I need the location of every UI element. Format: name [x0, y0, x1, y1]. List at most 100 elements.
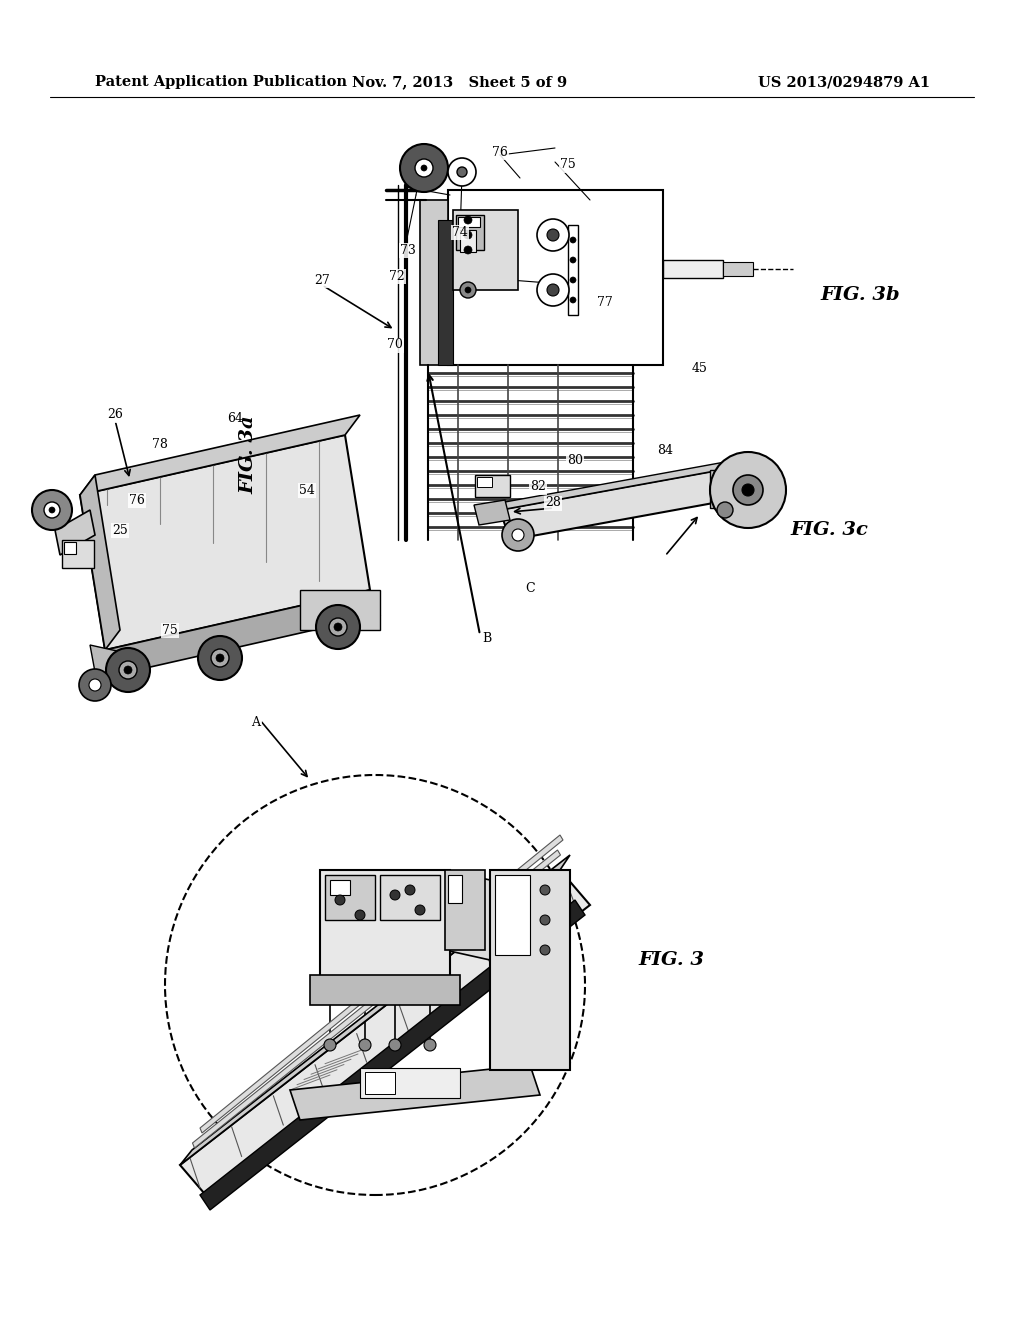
Circle shape — [106, 648, 150, 692]
Bar — [62, 540, 94, 568]
Text: FIG. 3: FIG. 3 — [638, 950, 705, 969]
Circle shape — [540, 945, 550, 954]
Text: Nov. 7, 2013   Sheet 5 of 9: Nov. 7, 2013 Sheet 5 of 9 — [352, 75, 567, 88]
Circle shape — [570, 297, 575, 304]
Circle shape — [710, 451, 786, 528]
Text: 70: 70 — [387, 338, 402, 351]
Circle shape — [406, 884, 415, 895]
Circle shape — [464, 246, 472, 253]
Circle shape — [329, 618, 347, 636]
Text: 45: 45 — [692, 362, 708, 375]
Text: 84: 84 — [657, 444, 673, 457]
Bar — [380, 875, 440, 920]
Bar — [300, 590, 380, 630]
Text: 75: 75 — [560, 158, 575, 172]
Circle shape — [198, 636, 242, 680]
Polygon shape — [290, 1065, 540, 1119]
Text: 77: 77 — [597, 297, 613, 309]
Text: 25: 25 — [112, 524, 128, 536]
Circle shape — [49, 507, 55, 513]
Text: 82: 82 — [530, 480, 546, 494]
Bar — [495, 875, 530, 954]
Bar — [475, 475, 510, 498]
Polygon shape — [474, 500, 510, 525]
Circle shape — [44, 502, 60, 517]
Text: 74: 74 — [452, 226, 468, 239]
Circle shape — [389, 1039, 401, 1051]
Bar — [456, 215, 484, 249]
Circle shape — [211, 649, 229, 667]
Bar — [310, 975, 460, 1005]
Text: A: A — [252, 715, 260, 729]
Circle shape — [540, 915, 550, 925]
Circle shape — [421, 165, 427, 172]
Circle shape — [460, 282, 476, 298]
Polygon shape — [193, 850, 560, 1148]
Circle shape — [733, 475, 763, 506]
Bar — [490, 870, 570, 1071]
Circle shape — [324, 1039, 336, 1051]
Bar — [458, 216, 480, 227]
Polygon shape — [180, 855, 570, 1166]
Circle shape — [216, 653, 224, 663]
Text: 72: 72 — [389, 269, 404, 282]
Polygon shape — [80, 436, 370, 649]
Circle shape — [547, 284, 559, 296]
Bar — [453, 210, 518, 290]
Polygon shape — [438, 220, 453, 366]
Text: 27: 27 — [314, 273, 330, 286]
Text: B: B — [482, 631, 492, 644]
Circle shape — [537, 219, 569, 251]
Bar — [360, 1068, 460, 1098]
Bar — [365, 1072, 395, 1094]
Bar — [445, 870, 485, 950]
Polygon shape — [200, 900, 585, 1210]
Circle shape — [355, 909, 365, 920]
Circle shape — [124, 667, 132, 675]
Text: US 2013/0294879 A1: US 2013/0294879 A1 — [758, 75, 930, 88]
Circle shape — [465, 286, 471, 293]
Circle shape — [316, 605, 360, 649]
Circle shape — [335, 895, 345, 906]
Bar — [663, 260, 723, 279]
Polygon shape — [420, 201, 449, 366]
Polygon shape — [500, 470, 730, 540]
Polygon shape — [445, 870, 490, 960]
Circle shape — [334, 623, 342, 631]
Circle shape — [390, 890, 400, 900]
Bar — [710, 470, 740, 508]
Bar — [319, 870, 450, 979]
Circle shape — [537, 275, 569, 306]
Text: 54: 54 — [299, 483, 315, 496]
Polygon shape — [80, 475, 120, 649]
Text: Patent Application Publication: Patent Application Publication — [95, 75, 347, 88]
Text: 64: 64 — [227, 412, 243, 425]
Circle shape — [415, 158, 433, 177]
Bar — [449, 875, 462, 903]
Circle shape — [457, 168, 467, 177]
Circle shape — [32, 490, 72, 531]
Circle shape — [540, 884, 550, 895]
Polygon shape — [500, 462, 725, 510]
Circle shape — [502, 519, 534, 550]
Polygon shape — [180, 870, 590, 1200]
Circle shape — [119, 661, 137, 678]
Bar — [63, 543, 76, 554]
Text: 28: 28 — [545, 496, 561, 510]
Text: FIG. 3c: FIG. 3c — [790, 521, 868, 539]
Circle shape — [424, 1039, 436, 1051]
Circle shape — [464, 231, 472, 239]
Text: 73: 73 — [400, 243, 416, 256]
Polygon shape — [80, 414, 360, 495]
Circle shape — [449, 158, 476, 186]
Circle shape — [464, 216, 472, 224]
Bar — [723, 261, 753, 276]
Text: 78: 78 — [152, 438, 168, 451]
Text: 76: 76 — [129, 494, 145, 507]
Circle shape — [415, 906, 425, 915]
Circle shape — [79, 669, 111, 701]
Bar — [449, 190, 663, 366]
Bar — [477, 477, 492, 487]
Text: 76: 76 — [493, 145, 508, 158]
Text: 26: 26 — [108, 408, 123, 421]
